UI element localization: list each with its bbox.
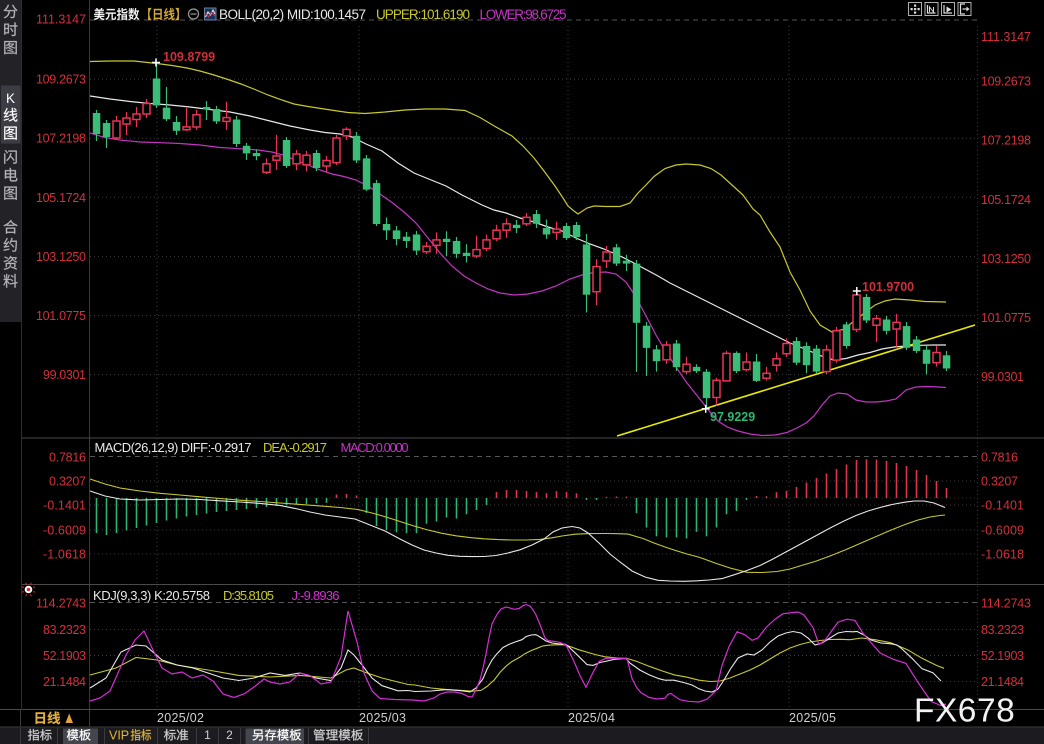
svg-text:101.9700: 101.9700 [862, 280, 914, 294]
svg-text:21.1484: 21.1484 [981, 675, 1024, 689]
svg-text:0.3207: 0.3207 [981, 475, 1018, 489]
svg-text:D:35.8105: D:35.8105 [223, 588, 274, 603]
svg-text:107.2198: 107.2198 [36, 132, 86, 146]
svg-text:MACD(26,12,9) DIFF:-0.2917: MACD(26,12,9) DIFF:-0.2917 [95, 440, 252, 455]
svg-text:105.1724: 105.1724 [36, 191, 86, 205]
svg-text:DEA:-0.2917: DEA:-0.2917 [263, 440, 327, 455]
svg-text:103.1250: 103.1250 [36, 250, 86, 264]
svg-text:21.1484: 21.1484 [43, 675, 86, 689]
svg-text:83.2323: 83.2323 [43, 623, 86, 637]
svg-text:KDJ(9,3,3) K:20.5758: KDJ(9,3,3) K:20.5758 [93, 588, 210, 603]
svg-text:2025/04: 2025/04 [568, 711, 615, 725]
svg-text:-0.1401: -0.1401 [981, 499, 1024, 513]
svg-text:83.2323: 83.2323 [981, 623, 1024, 637]
svg-text:107.2198: 107.2198 [981, 134, 1031, 148]
svg-text:109.2673: 109.2673 [981, 75, 1031, 89]
svg-text:114.2743: 114.2743 [36, 597, 86, 611]
svg-text:K: K [6, 91, 15, 106]
svg-text:FX678: FX678 [914, 693, 1015, 730]
svg-text:109.8799: 109.8799 [163, 50, 215, 64]
svg-text:52.1903: 52.1903 [981, 649, 1024, 663]
svg-text:MACD:0.0000: MACD:0.0000 [341, 440, 409, 455]
svg-text:105.1724: 105.1724 [981, 193, 1031, 207]
svg-text:-0.6009: -0.6009 [43, 524, 86, 538]
svg-text:0.3207: 0.3207 [49, 475, 86, 489]
svg-text:101.0775: 101.0775 [36, 309, 86, 323]
svg-text:101.0775: 101.0775 [981, 311, 1031, 325]
svg-text:-0.1401: -0.1401 [43, 499, 86, 513]
svg-text:111.3147: 111.3147 [981, 30, 1031, 44]
svg-text:99.0301: 99.0301 [43, 368, 86, 382]
svg-text:2025/03: 2025/03 [359, 711, 406, 725]
svg-text:97.9229: 97.9229 [710, 410, 755, 424]
svg-text:UPPER:101.6190: UPPER:101.6190 [376, 7, 470, 22]
svg-text:111.3147: 111.3147 [36, 13, 86, 27]
svg-text:LOWER:98.6725: LOWER:98.6725 [480, 7, 567, 22]
svg-text:J:-9.8936: J:-9.8936 [292, 588, 340, 603]
svg-text:-0.6009: -0.6009 [981, 524, 1024, 538]
svg-text:99.0301: 99.0301 [981, 370, 1024, 384]
svg-text:0.7816: 0.7816 [49, 451, 86, 465]
svg-text:2025/05: 2025/05 [789, 711, 836, 725]
svg-text:-1.0618: -1.0618 [981, 548, 1024, 562]
svg-text:114.2743: 114.2743 [981, 597, 1031, 611]
svg-text:2025/02: 2025/02 [157, 711, 204, 725]
svg-text:1: 1 [204, 728, 211, 742]
svg-text:2: 2 [226, 728, 233, 742]
svg-text:-1.0618: -1.0618 [43, 548, 86, 562]
svg-text:103.1250: 103.1250 [981, 252, 1031, 266]
svg-text:VIP: VIP [109, 729, 129, 743]
svg-text:BOLL(20,2) MID:100.1457: BOLL(20,2) MID:100.1457 [219, 7, 366, 22]
svg-text:52.1903: 52.1903 [43, 649, 86, 663]
svg-text:109.2673: 109.2673 [36, 73, 86, 87]
svg-text:0.7816: 0.7816 [981, 451, 1018, 465]
